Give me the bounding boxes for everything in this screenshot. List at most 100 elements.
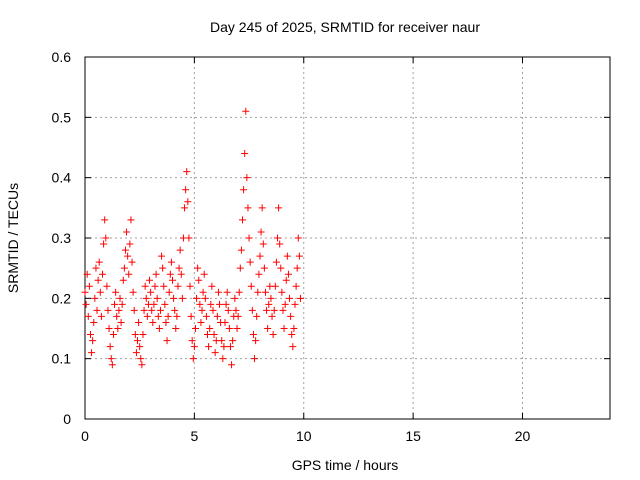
data-point bbox=[216, 300, 224, 308]
x-tick-label: 15 bbox=[405, 428, 421, 444]
data-point bbox=[166, 270, 174, 278]
data-point bbox=[244, 204, 252, 212]
data-point bbox=[267, 294, 275, 302]
data-point bbox=[154, 312, 162, 320]
y-tick-label: 0 bbox=[63, 411, 71, 427]
y-tick-label: 0.5 bbox=[52, 109, 72, 125]
y-tick-labels: 0 0.1 0.2 0.3 0.4 0.5 0.6 bbox=[52, 49, 72, 427]
data-point bbox=[233, 325, 241, 332]
data-point bbox=[260, 264, 268, 272]
data-point bbox=[243, 174, 251, 182]
data-point bbox=[252, 337, 260, 345]
data-point bbox=[127, 216, 135, 224]
data-point bbox=[88, 349, 96, 357]
grid-lines bbox=[85, 57, 610, 419]
data-point bbox=[141, 282, 149, 290]
data-point bbox=[201, 294, 209, 302]
data-point bbox=[172, 325, 180, 332]
data-point bbox=[165, 288, 173, 296]
data-point bbox=[116, 294, 124, 302]
data-point bbox=[279, 306, 287, 314]
data-point bbox=[121, 246, 129, 254]
data-point bbox=[148, 306, 156, 314]
data-point bbox=[207, 300, 215, 308]
data-point bbox=[123, 228, 131, 236]
data-point bbox=[176, 246, 184, 254]
data-point bbox=[264, 325, 272, 332]
data-point bbox=[265, 300, 273, 308]
y-axis-label: SRMTID / TECUs bbox=[5, 183, 21, 293]
data-point bbox=[199, 288, 207, 296]
data-point bbox=[84, 312, 92, 320]
data-point bbox=[81, 288, 89, 296]
data-point bbox=[181, 204, 189, 212]
data-point bbox=[202, 312, 210, 320]
data-point bbox=[138, 361, 146, 369]
data-point bbox=[237, 246, 245, 254]
data-point bbox=[286, 294, 294, 302]
data-point bbox=[220, 343, 228, 351]
data-point bbox=[272, 258, 280, 266]
data-point bbox=[173, 312, 181, 320]
data-point bbox=[196, 300, 204, 308]
y-tick-label: 0.3 bbox=[52, 230, 72, 246]
data-point bbox=[103, 282, 111, 290]
data-point bbox=[182, 186, 190, 194]
x-tick-labels: 0 5 10 15 20 bbox=[81, 428, 530, 444]
data-point bbox=[131, 331, 139, 339]
data-point bbox=[270, 306, 278, 314]
data-point bbox=[288, 331, 296, 339]
data-point bbox=[198, 306, 206, 314]
data-point bbox=[239, 216, 246, 224]
data-point bbox=[134, 337, 141, 345]
data-point bbox=[101, 216, 109, 224]
data-point bbox=[280, 325, 288, 332]
data-point bbox=[254, 288, 262, 296]
data-point bbox=[195, 276, 203, 284]
data-point bbox=[137, 355, 145, 363]
data-point bbox=[225, 325, 233, 332]
data-point bbox=[224, 306, 232, 314]
data-point bbox=[140, 306, 148, 314]
data-point bbox=[96, 288, 104, 296]
data-point bbox=[283, 252, 291, 260]
data-point bbox=[241, 150, 249, 158]
x-axis-label: GPS time / hours bbox=[292, 457, 399, 473]
data-point bbox=[222, 300, 230, 308]
data-point bbox=[115, 306, 123, 314]
data-point bbox=[90, 318, 98, 326]
data-point bbox=[292, 282, 300, 290]
data-point bbox=[89, 337, 97, 345]
data-point bbox=[111, 300, 119, 308]
data-point bbox=[136, 343, 144, 351]
axis-ticks bbox=[84, 56, 610, 420]
data-point bbox=[276, 240, 284, 248]
data-point bbox=[269, 331, 277, 339]
data-point bbox=[95, 258, 103, 266]
x-tick-label: 0 bbox=[81, 428, 89, 444]
data-point bbox=[253, 312, 261, 320]
data-point bbox=[247, 282, 255, 290]
data-point bbox=[113, 312, 121, 320]
data-point bbox=[258, 204, 266, 212]
data-point bbox=[129, 288, 137, 296]
data-point bbox=[155, 325, 163, 332]
data-point bbox=[108, 361, 116, 369]
data-point bbox=[257, 228, 265, 236]
data-point bbox=[147, 288, 155, 296]
data-point bbox=[185, 234, 193, 242]
data-point bbox=[125, 270, 133, 278]
data-point bbox=[86, 331, 94, 339]
y-tick-label: 0.6 bbox=[52, 49, 72, 65]
data-point bbox=[132, 349, 140, 357]
data-point bbox=[232, 306, 240, 314]
data-point bbox=[178, 294, 186, 302]
y-tick-label: 0.2 bbox=[52, 290, 72, 306]
data-point bbox=[170, 294, 178, 302]
data-point bbox=[85, 282, 93, 290]
data-points bbox=[81, 107, 304, 369]
data-point bbox=[287, 312, 295, 320]
data-point bbox=[246, 258, 254, 266]
data-point bbox=[268, 312, 276, 320]
data-point bbox=[186, 282, 194, 290]
